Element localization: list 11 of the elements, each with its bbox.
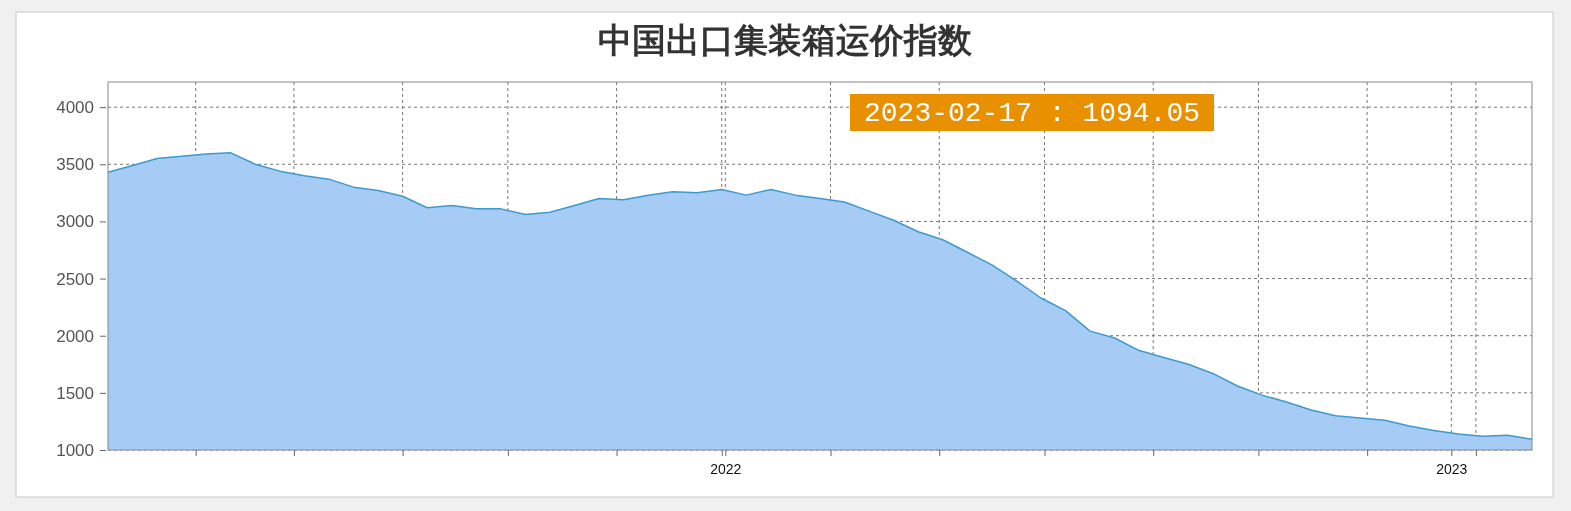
x-tick-label: 2023 (1436, 460, 1468, 477)
x-tick-label: 2022 (710, 460, 742, 477)
annotation: 2023-02-17 : 1094.05 (863, 98, 1201, 129)
y-tick-label: 3500 (56, 155, 94, 175)
y-tick-label: 3000 (56, 212, 94, 232)
y-tick-label: 1500 (56, 383, 94, 403)
y-tick-label: 1000 (56, 440, 94, 460)
y-tick-label: 2000 (56, 326, 94, 346)
y-tick-label: 2500 (56, 269, 94, 289)
y-tick-label: 4000 (56, 98, 94, 118)
chart-title: 中国出口集装箱运价指数 (598, 20, 973, 60)
